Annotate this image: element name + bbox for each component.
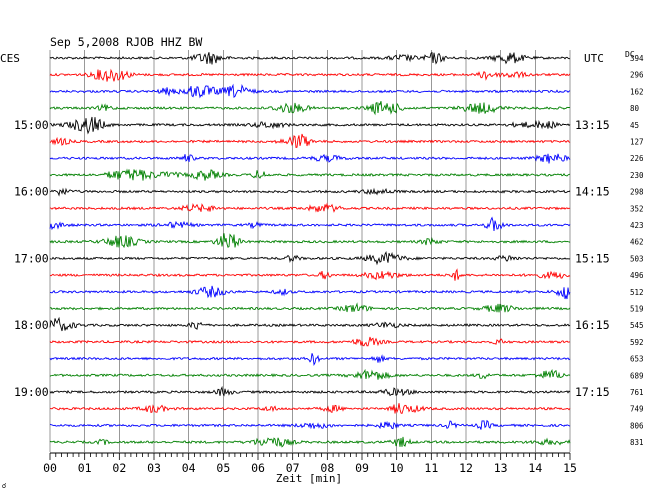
utc-time-label: 14:15 — [575, 185, 610, 199]
hour-label: 16:00 — [14, 185, 49, 199]
x-tick-label: 09 — [355, 461, 369, 475]
trace-line — [49, 316, 571, 332]
dc-offset-label: 423 — [630, 221, 644, 230]
dc-offset-label: 592 — [630, 338, 644, 347]
trace-line — [49, 385, 571, 397]
x-tick-label: 00 — [43, 461, 57, 475]
hour-label: 15:00 — [14, 118, 49, 132]
dc-offset-label: 496 — [630, 271, 644, 280]
x-tick-label: 13 — [494, 461, 508, 475]
trace-line — [49, 353, 571, 366]
left-axis-label: CES — [0, 52, 20, 65]
dc-offset-label: 162 — [630, 87, 644, 96]
trace-line — [49, 133, 571, 149]
hour-label: 19:00 — [14, 385, 49, 399]
dc-offset-label: 512 — [630, 288, 644, 297]
hour-label: 18:00 — [14, 318, 49, 332]
trace-line — [49, 116, 571, 135]
time-labels: 394 296 162 80 45 127 226 230 298 352 423 462 503 496… — [14, 54, 644, 447]
seismogram-traces — [49, 51, 571, 448]
dc-offset-label: 226 — [630, 154, 644, 163]
x-tick-label: 05 — [216, 461, 230, 475]
x-tick-label: 10 — [390, 461, 404, 475]
x-tick-label: 04 — [182, 461, 196, 475]
right-axis-label: UTC — [584, 52, 604, 65]
dc-offset-label: 761 — [630, 388, 644, 397]
dc-offset-label: 80 — [630, 104, 640, 113]
x-axis-label: Zeit [min] — [276, 472, 342, 485]
dc-offset-label: 749 — [630, 405, 644, 414]
utc-time-label: 15:15 — [575, 251, 610, 265]
x-tick-label: 08 — [320, 461, 334, 475]
x-tick-label: 07 — [286, 461, 300, 475]
trace-line — [49, 153, 571, 164]
chart-title: Sep 5,2008 RJOB HHZ BW — [50, 35, 202, 49]
x-tick-label: 06 — [251, 461, 265, 475]
dc-offset-label: 545 — [630, 321, 644, 330]
x-tick-label: 12 — [459, 461, 473, 475]
x-tick-label: 03 — [147, 461, 161, 475]
dc-offset-label: 352 — [630, 204, 644, 213]
trace-line — [49, 268, 571, 281]
trace-line — [49, 202, 571, 213]
dc-offset-label: 689 — [630, 371, 644, 380]
dc-offset-label: 45 — [630, 121, 639, 130]
trace-line — [49, 436, 571, 448]
trace-line — [49, 233, 571, 249]
trace-line — [49, 419, 571, 430]
x-tick-label: 15 — [563, 461, 577, 475]
trace-line — [49, 68, 571, 82]
dc-header: DC — [625, 50, 635, 59]
dc-offset-label: 296 — [630, 71, 644, 80]
trace-line — [49, 83, 571, 99]
dc-offset-label: 394 — [630, 54, 644, 63]
utc-time-label: 13:15 — [575, 118, 610, 132]
dc-offset-label: 298 — [630, 188, 644, 197]
trace-line — [49, 101, 571, 116]
x-tick-label: 14 — [528, 461, 542, 475]
utc-time-label: 17:15 — [575, 385, 610, 399]
dc-offset-label: 503 — [630, 254, 644, 263]
dc-offset-label: 127 — [630, 138, 644, 147]
trace-line — [49, 336, 571, 347]
trace-line — [49, 368, 571, 380]
trace-line — [49, 250, 571, 266]
trace-line — [49, 51, 571, 65]
dc-offset-label: 806 — [630, 421, 644, 430]
x-axis: 00 01 02 03 04 05 06 07 08 09 10 11 12 13 14 15 — [43, 452, 577, 475]
trace-line — [49, 403, 571, 415]
trace-line — [49, 302, 571, 313]
dc-offset-label: 230 — [630, 171, 644, 180]
time-grid — [49, 50, 571, 453]
hour-label: 17:00 — [14, 251, 49, 265]
x-tick-label: 01 — [78, 461, 92, 475]
x-tick-label: 11 — [424, 461, 438, 475]
x-tick-label: 02 — [112, 461, 126, 475]
trace-line — [49, 285, 571, 300]
dc-offset-label: 653 — [630, 355, 644, 364]
trace-line — [49, 168, 571, 181]
corner-mark: ☌ — [2, 482, 7, 490]
trace-line — [49, 216, 571, 231]
trace-line — [49, 187, 571, 197]
dc-offset-label: 831 — [630, 438, 644, 447]
dc-offset-label: 462 — [630, 238, 644, 247]
utc-time-label: 16:15 — [575, 318, 610, 332]
dc-offset-label: 519 — [630, 305, 644, 314]
